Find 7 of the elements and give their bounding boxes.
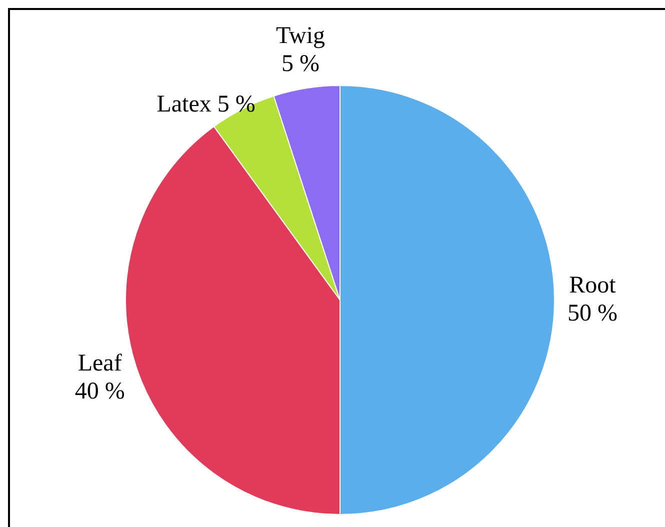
data-label: 40 %	[74, 378, 125, 404]
slice-label: Leaf	[78, 350, 122, 376]
slice-label: Root	[569, 272, 616, 298]
data-label: 50 %	[568, 300, 618, 326]
slice-label: Latex	[156, 91, 212, 118]
slice-label: Twig	[276, 22, 325, 49]
data-label: 5 %	[282, 50, 320, 77]
